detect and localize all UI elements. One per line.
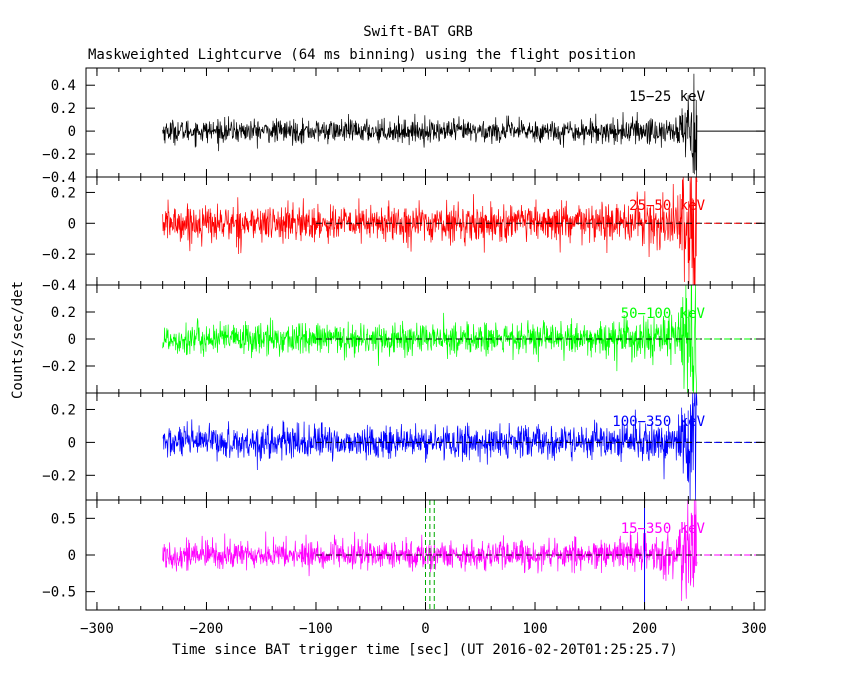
y-tick-label: 0 xyxy=(68,216,76,232)
lightcurve-series xyxy=(162,176,698,286)
y-tick-label: 0.5 xyxy=(51,511,76,527)
y-tick-label: −0.4 xyxy=(42,170,76,186)
panel-15-350-kev: 0.5 0 −0.5 15−350 keV xyxy=(42,499,766,611)
x-axis-label: Time since BAT trigger time [sec] (UT 20… xyxy=(172,642,678,658)
chart-subtitle: Maskweighted Lightcurve (64 ms binning) … xyxy=(88,47,636,63)
y-tick-label: −0.2 xyxy=(42,147,76,163)
panels-group: 0.4 0.2 0 −0.2 −0.4 15−25 keV 0.2 0 −0.2 −0.4 25−5… xyxy=(42,67,766,611)
lightcurve-series xyxy=(162,73,698,178)
x-tick-label: −200 xyxy=(190,621,224,637)
y-axis-label: Counts/sec/det xyxy=(10,281,26,399)
x-tick-label: −100 xyxy=(299,621,333,637)
x-tick-label: 100 xyxy=(522,621,547,637)
band-label: 50−100 keV xyxy=(621,306,706,322)
lightcurve-series xyxy=(162,392,698,501)
y-tick-label: 0.2 xyxy=(51,185,76,201)
y-tick-label: −0.2 xyxy=(42,247,76,263)
y-tick-label: 0 xyxy=(68,548,76,564)
y-tick-label: 0 xyxy=(68,332,76,348)
y-tick-label: −0.5 xyxy=(42,585,76,601)
band-label: 100−350 keV xyxy=(612,414,705,430)
panel-25-50-kev: 0.2 0 −0.2 −0.4 25−50 keV xyxy=(42,176,766,294)
panel-50-100-kev: 0.2 0 −0.2 50−100 keV xyxy=(42,284,766,394)
x-tick-label: 0 xyxy=(421,621,429,637)
x-tick-label: 300 xyxy=(741,621,766,637)
y-tick-label: 0.2 xyxy=(51,402,76,418)
band-label: 15−350 keV xyxy=(621,521,706,537)
y-tick-label: −0.4 xyxy=(42,278,76,294)
panel-100-350-kev: 0.2 0 −0.2 100−350 keV xyxy=(42,392,766,501)
y-tick-label: −0.2 xyxy=(42,359,76,375)
y-tick-label: 0 xyxy=(68,124,76,140)
band-label: 15−25 keV xyxy=(629,89,705,105)
band-label: 25−50 keV xyxy=(629,198,705,214)
y-tick-label: 0 xyxy=(68,435,76,451)
x-tick-label: −300 xyxy=(80,621,114,637)
panel-15-25-kev: 0.4 0.2 0 −0.2 −0.4 15−25 keV xyxy=(42,67,766,186)
y-tick-label: −0.2 xyxy=(42,468,76,484)
y-tick-label: 0.4 xyxy=(51,78,76,94)
x-tick-label: 200 xyxy=(632,621,657,637)
y-tick-label: 0.2 xyxy=(51,305,76,321)
x-axis: −300 −200 −100 0 100 200 300 xyxy=(80,621,767,637)
chart-title: Swift-BAT GRB xyxy=(363,24,473,40)
y-tick-label: 0.2 xyxy=(51,101,76,117)
